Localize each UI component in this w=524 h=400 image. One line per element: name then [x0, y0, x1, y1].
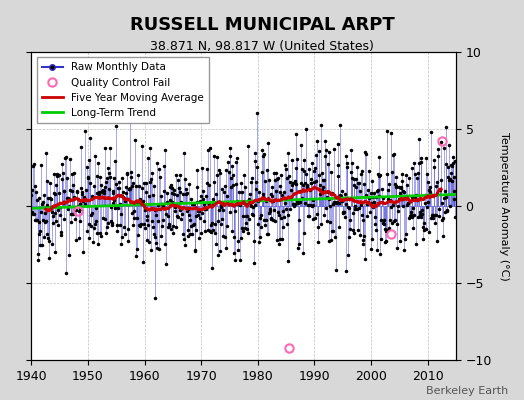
Text: Berkeley Earth: Berkeley Earth	[426, 386, 508, 396]
Y-axis label: Temperature Anomaly (°C): Temperature Anomaly (°C)	[499, 132, 509, 280]
Legend: Raw Monthly Data, Quality Control Fail, Five Year Moving Average, Long-Term Tren: Raw Monthly Data, Quality Control Fail, …	[37, 57, 209, 123]
Text: RUSSELL MUNICIPAL ARPT: RUSSELL MUNICIPAL ARPT	[129, 16, 395, 34]
Text: 38.871 N, 98.817 W (United States): 38.871 N, 98.817 W (United States)	[150, 40, 374, 53]
